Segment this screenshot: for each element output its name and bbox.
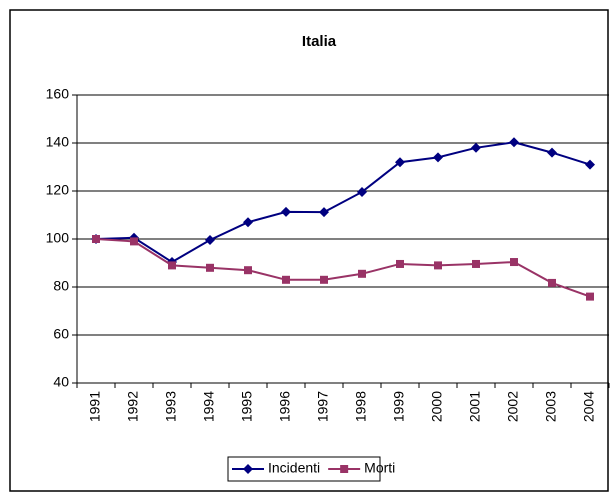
x-tick-label: 2004 [581,391,597,422]
data-point [319,207,329,218]
x-tick-label: 1999 [391,391,407,422]
legend-label: Morti [364,460,395,476]
y-tick-label: 40 [53,374,69,390]
data-point [168,261,176,270]
x-tick-label: 2001 [467,391,483,422]
legend-marker [340,465,349,473]
data-point [320,275,328,284]
chart-frame [9,9,609,492]
y-tick-label: 160 [46,86,70,102]
x-tick-label: 1991 [87,391,103,422]
data-point [130,237,138,246]
y-tick-label: 140 [46,134,70,150]
x-tick-label: 1994 [201,391,217,422]
data-point [205,234,215,245]
data-point [358,269,366,278]
x-tick-label: 2002 [505,391,521,422]
x-tick-label: 2003 [543,391,559,422]
legend-marker [243,464,253,474]
y-tick-label: 60 [53,326,69,342]
data-point [92,235,100,243]
data-point [396,259,404,268]
data-point [244,266,252,275]
data-point [471,142,481,153]
x-tick-label: 1993 [163,391,179,422]
legend-label: Incidenti [268,460,320,476]
data-point [281,206,291,217]
data-point [282,275,290,284]
data-point [547,147,557,158]
data-point [357,186,367,197]
x-tick-label: 1997 [315,391,331,422]
y-tick-label: 120 [46,182,70,198]
chart-title: Italia [302,33,337,50]
x-tick-label: 1995 [239,391,255,422]
x-tick-label: 1996 [277,391,293,422]
data-point [585,159,595,170]
y-tick-label: 80 [53,278,69,294]
series-line [95,141,591,264]
x-tick-label: 2000 [429,391,445,422]
data-point [243,217,253,228]
series-line [95,238,591,298]
data-point [433,152,443,163]
data-point [206,263,214,272]
data-point [509,137,519,148]
data-point [548,278,556,287]
y-tick-label: 100 [46,230,70,246]
data-point [510,258,518,267]
data-point [434,261,442,270]
x-tick-label: 1998 [353,391,369,422]
data-point [395,157,405,168]
data-point [472,259,480,268]
x-tick-label: 1992 [125,391,141,422]
data-point [586,292,594,301]
